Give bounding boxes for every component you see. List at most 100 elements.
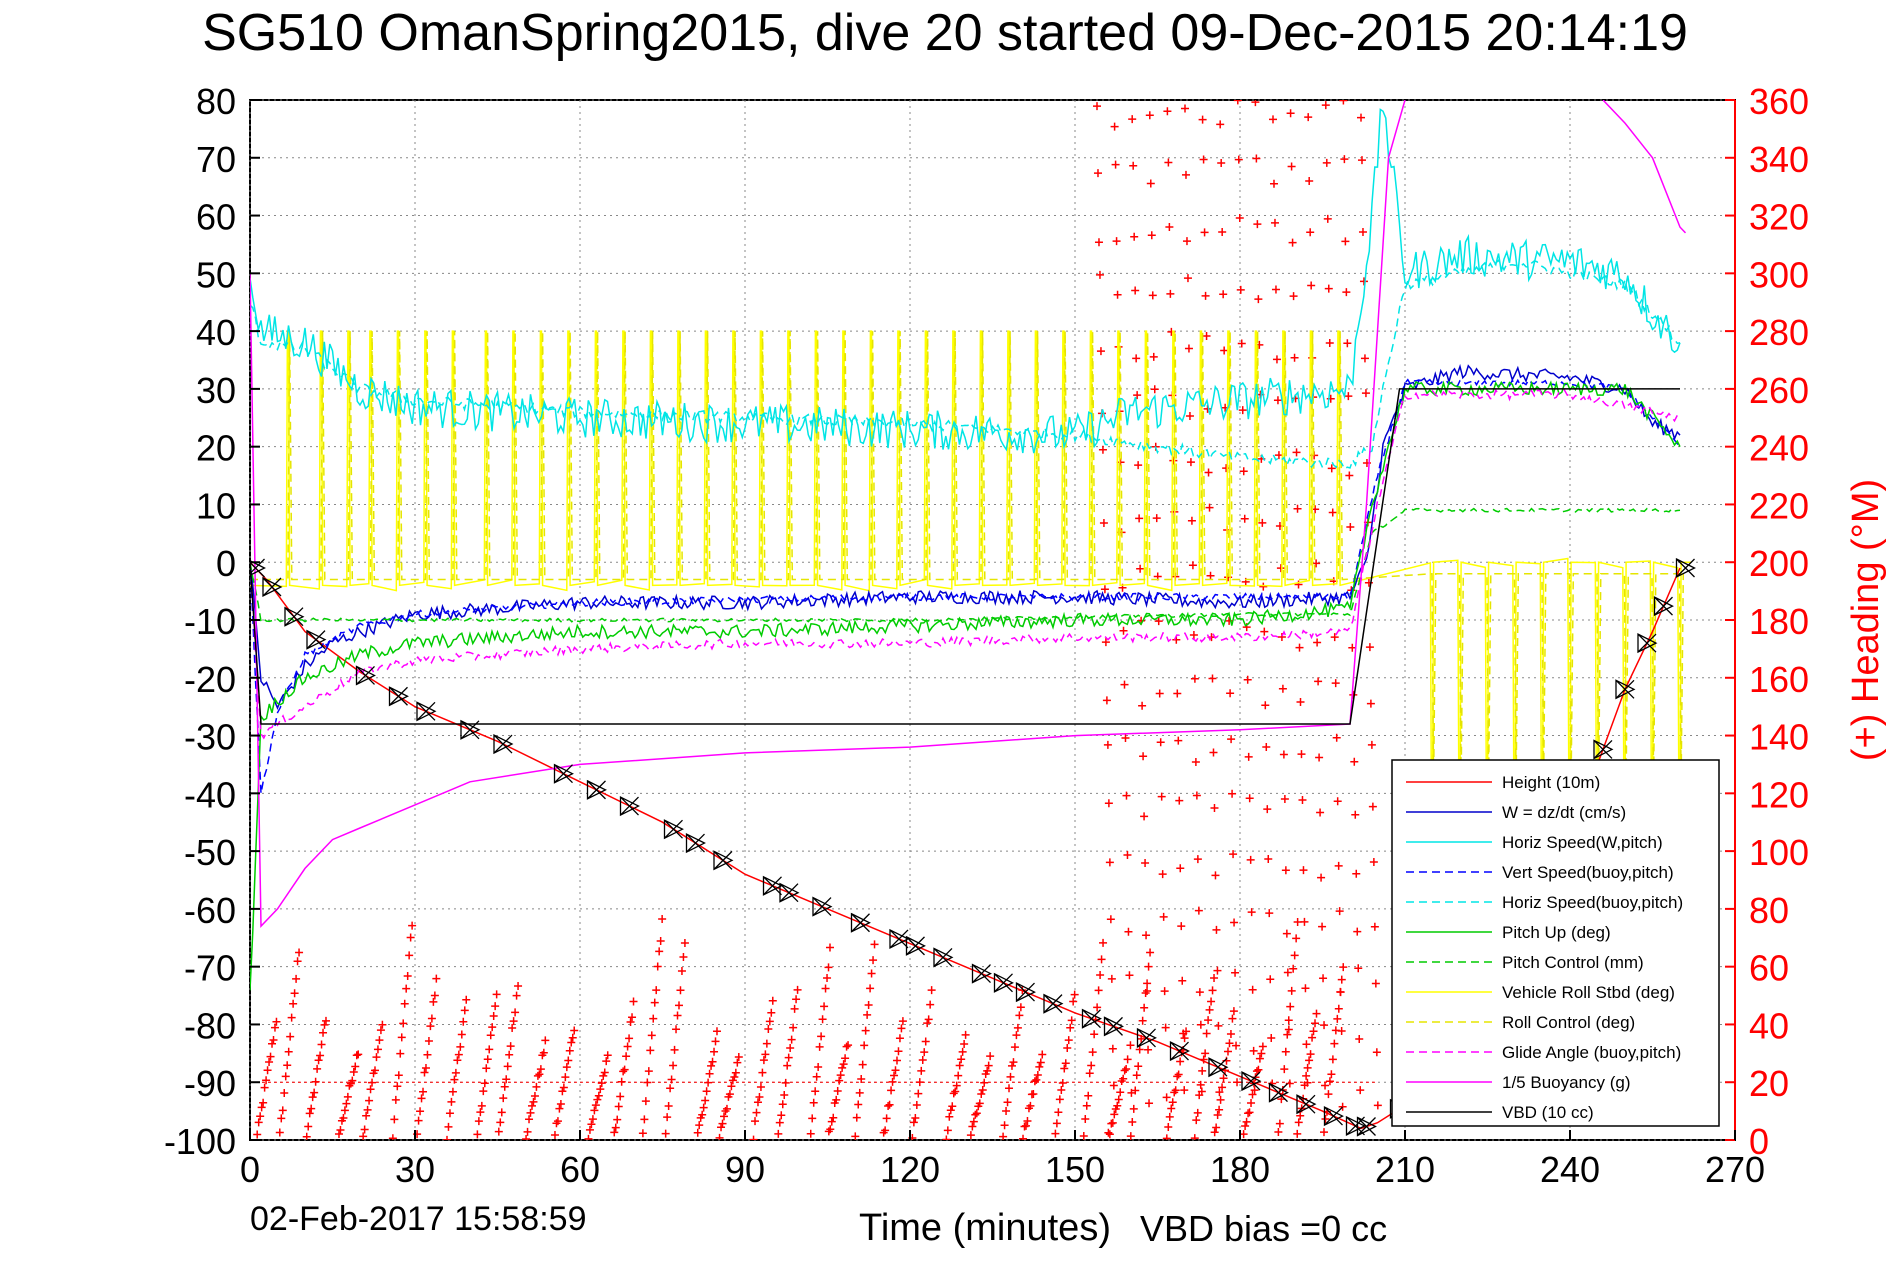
heading-marker <box>1212 925 1221 934</box>
heading-marker <box>1121 733 1130 742</box>
heading-marker <box>719 1112 728 1121</box>
heading-marker <box>1229 850 1238 859</box>
height-marker <box>619 795 640 817</box>
heading-marker <box>1228 1014 1237 1023</box>
heading-marker <box>1337 1027 1346 1036</box>
heading-marker <box>815 1042 824 1051</box>
heading-marker <box>1109 1081 1118 1090</box>
heading-marker <box>711 1037 720 1046</box>
y-tick-label: -90 <box>184 1063 236 1104</box>
heading-marker <box>852 1113 861 1122</box>
heading-marker <box>674 1001 683 1010</box>
heading-marker <box>1360 354 1369 363</box>
heading-marker <box>1010 1043 1019 1052</box>
legend-label: Height (10m) <box>1502 773 1600 792</box>
heading-marker <box>562 1063 571 1072</box>
heading-marker <box>626 1018 635 1026</box>
heading-marker <box>1264 855 1273 864</box>
heading-marker <box>253 1130 262 1139</box>
heading-marker <box>885 1100 894 1109</box>
heading-marker <box>295 948 304 957</box>
heading-marker <box>759 1056 768 1065</box>
heading-marker <box>1035 1062 1044 1071</box>
heading-marker <box>1309 1027 1318 1036</box>
heading-marker <box>778 1100 787 1109</box>
heading-marker <box>1314 677 1323 686</box>
heading-marker <box>1161 1023 1170 1032</box>
heading-marker <box>616 1092 625 1101</box>
heading-marker <box>775 1118 784 1127</box>
heading-marker <box>320 1020 329 1029</box>
heading-marker <box>391 1095 400 1104</box>
heading-marker <box>1108 1118 1117 1127</box>
heading-marker <box>1147 231 1156 240</box>
heading-marker <box>860 1041 869 1050</box>
heading-marker <box>480 1079 489 1088</box>
y-tick-label: -30 <box>184 717 236 758</box>
heading-marker <box>263 1066 272 1075</box>
heading-marker <box>1096 970 1105 979</box>
y2-tick-label: 180 <box>1749 601 1809 642</box>
heading-marker <box>1217 158 1226 167</box>
y2-axis-label: (+) Heading (°M) <box>1845 479 1887 761</box>
heading-marker <box>640 1115 649 1124</box>
heading-marker <box>310 1088 319 1097</box>
heading-marker <box>512 991 521 1000</box>
legend-label: Roll Control (deg) <box>1502 1013 1635 1032</box>
height-marker <box>663 819 684 840</box>
heading-marker <box>1005 1084 1014 1093</box>
y2-tick-label: 260 <box>1749 370 1809 411</box>
heading-marker <box>1102 696 1111 705</box>
heading-marker <box>1143 986 1152 995</box>
heading-marker <box>783 1061 792 1070</box>
height-marker <box>1323 1106 1344 1127</box>
heading-marker <box>1127 1088 1136 1097</box>
heading-marker <box>254 1118 263 1127</box>
heading-marker <box>1067 1016 1076 1025</box>
heading-marker <box>857 1074 866 1083</box>
heading-marker <box>1262 743 1271 752</box>
heading-marker <box>821 984 830 993</box>
heading-marker <box>1269 179 1278 188</box>
heading-marker <box>887 1086 896 1095</box>
heading-marker <box>304 1122 313 1131</box>
heading-marker <box>1238 406 1247 415</box>
y-tick-label: -80 <box>184 1005 236 1046</box>
heading-marker <box>984 1061 993 1070</box>
heading-marker <box>1106 915 1115 924</box>
heading-marker <box>751 1117 760 1126</box>
x-tick-label: 210 <box>1375 1149 1435 1190</box>
heading-marker <box>1371 979 1380 988</box>
heading-marker <box>600 1068 609 1077</box>
heading-marker <box>1157 792 1166 801</box>
heading-marker <box>1254 1065 1263 1074</box>
heading-marker <box>1325 1077 1334 1086</box>
heading-marker <box>1129 161 1138 170</box>
y2-tick-label: 40 <box>1749 1005 1789 1046</box>
heading-marker <box>1146 948 1155 957</box>
heading-marker <box>448 1087 457 1096</box>
height-marker <box>553 763 574 784</box>
heading-marker <box>1267 1034 1276 1042</box>
heading-marker <box>1228 789 1237 798</box>
heading-marker <box>532 1082 541 1091</box>
heading-marker <box>764 1025 773 1034</box>
heading-marker <box>1284 1025 1293 1034</box>
height-marker <box>1593 739 1614 760</box>
heading-marker <box>336 1125 345 1134</box>
heading-marker <box>1182 237 1191 246</box>
heading-marker <box>1252 1067 1261 1076</box>
heading-marker <box>1210 1128 1219 1137</box>
heading-marker <box>676 986 685 995</box>
series-horiz-buoy <box>250 259 1681 470</box>
height-marker <box>1043 993 1064 1014</box>
heading-marker <box>305 1109 314 1118</box>
heading-marker <box>942 1135 951 1140</box>
heading-marker <box>491 1002 500 1011</box>
heading-marker <box>1306 228 1315 237</box>
heading-marker <box>663 1113 672 1122</box>
heading-marker <box>427 1014 436 1023</box>
heading-marker <box>561 1073 570 1082</box>
heading-marker <box>701 1096 710 1105</box>
heading-marker <box>502 1075 511 1084</box>
